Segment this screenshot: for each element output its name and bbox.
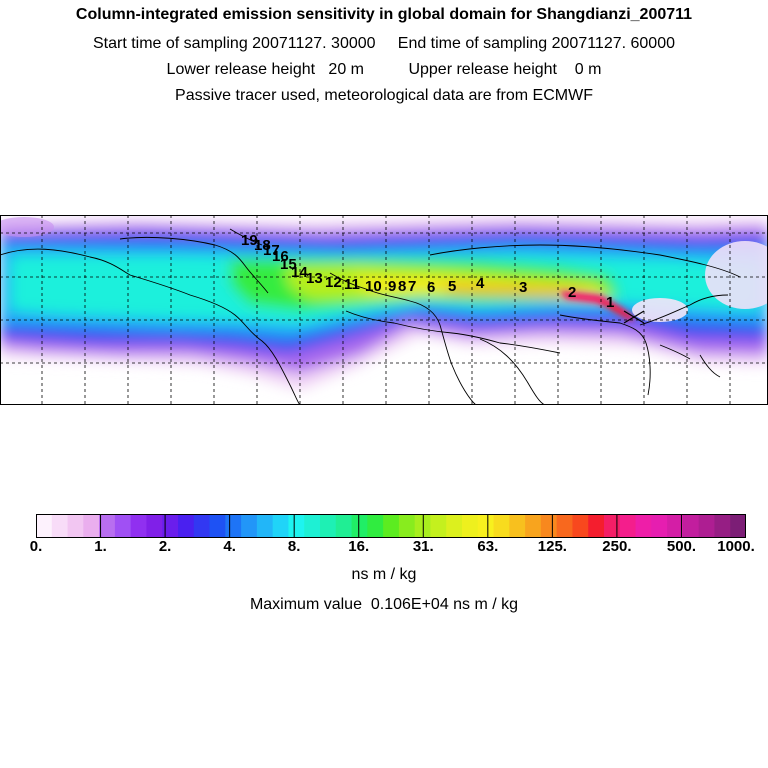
colorbar-cell	[225, 514, 242, 538]
day-label: 17	[263, 242, 280, 259]
day-label: 2	[568, 284, 576, 301]
colorbar-cell	[398, 514, 416, 538]
colorbar-cell	[67, 514, 84, 538]
coastlines	[0, 228, 741, 405]
colorbar-cell	[651, 514, 668, 538]
colorbar-tick-label: 0.	[29, 538, 43, 555]
plot-title: Column-integrated emission sensitivity i…	[75, 6, 693, 23]
day-label: 4	[476, 275, 485, 292]
colorbar-cell	[462, 514, 479, 538]
colorbar-tick-label: 125.	[537, 538, 567, 555]
colorbar-cell	[193, 514, 211, 538]
day-label: 16	[272, 248, 289, 265]
colorbar-tick-label: 500.	[666, 538, 697, 555]
colorbar-cell	[604, 514, 621, 538]
colorbar-cell	[383, 514, 400, 538]
sensitivity-field	[0, 217, 768, 390]
day-label: 19	[241, 232, 258, 249]
day-label: 9	[388, 278, 396, 295]
colorbar-cell	[241, 514, 258, 538]
colorbar-cell	[351, 514, 368, 538]
colorbar-cell	[335, 514, 353, 538]
maximum-value-text: Maximum value 0.106E+04 ns m / kg	[249, 596, 519, 613]
day-label: 3	[519, 279, 527, 296]
colorbar-cell	[698, 514, 716, 538]
colorbar-cell	[430, 514, 447, 538]
colorbar-cell	[730, 514, 746, 538]
colorbar-tick-label: 31.	[412, 538, 434, 555]
colorbar-cell	[288, 514, 305, 538]
day-label: 18	[254, 237, 271, 254]
colorbar-tick-label: 8.	[287, 538, 301, 555]
day-label: 5	[448, 278, 456, 295]
colorbar-tick-label: 63.	[477, 538, 499, 555]
day-label: 11	[344, 276, 360, 293]
colorbar-cell	[36, 514, 53, 538]
colorbar-tick-label: 1.	[94, 538, 107, 555]
emission-sensitivity-map: 1 2 3 4 5 6 7 8 9 10 11 12 13 14 15 16 1…	[0, 215, 768, 405]
colorbar-cell	[682, 514, 700, 538]
release-height-text: Lower release height 20 m Upper release …	[166, 61, 602, 78]
colorbar-cell	[556, 514, 574, 538]
colorbar-cell	[209, 514, 226, 538]
day-label: 1	[606, 294, 614, 311]
colorbar-cell	[114, 514, 132, 538]
day-label: 8	[398, 278, 406, 295]
colorbar-cell	[367, 514, 384, 538]
colorbar-tick-label: 250.	[602, 538, 632, 555]
day-label: 13	[306, 270, 323, 287]
day-label: 7	[408, 278, 416, 295]
day-label: 6	[427, 279, 435, 296]
day-label: 10	[365, 278, 382, 295]
colorbar-cell	[162, 514, 179, 538]
colorbar-tick-label: 4.	[223, 538, 236, 555]
lat-lon-grid	[0, 215, 768, 405]
colorbar-cell	[146, 514, 163, 538]
colorbar-cell	[619, 514, 637, 538]
tracer-info-text: Passive tracer used, meteorological data…	[175, 87, 593, 104]
day-label: 14	[291, 264, 308, 281]
day-label: 12	[325, 274, 342, 291]
colorbar-units: ns m / kg	[351, 566, 417, 583]
colorbar-cell	[130, 514, 148, 538]
colorbar-cell	[509, 514, 526, 538]
colorbar-tick-label: 16.	[348, 538, 370, 555]
colorbar-cell	[572, 514, 589, 538]
colorbar-cell	[714, 514, 731, 538]
colorbar-cell	[667, 514, 684, 538]
colorbar-cell	[99, 514, 116, 538]
colorbar-cell	[446, 514, 463, 538]
colorbar-tick-label: 2.	[158, 538, 172, 555]
colorbar-cell	[51, 514, 69, 538]
colorbar-cell	[635, 514, 652, 538]
colorbar-cell	[540, 514, 558, 538]
colorbar-cell	[272, 514, 290, 538]
sampling-time-text: Start time of sampling 20071127. 30000 E…	[92, 35, 675, 52]
colorbar-cell	[304, 514, 321, 538]
day-label: 15	[280, 256, 297, 273]
colorbar-cell	[477, 514, 495, 538]
colorbar-cell	[178, 514, 195, 538]
colorbar-cell	[320, 514, 337, 538]
colorbar-cell	[588, 514, 605, 538]
colorbar-tick-label: 1000.	[717, 538, 755, 555]
colorbar-cell	[256, 514, 274, 538]
release-site-marker	[623, 310, 645, 324]
colorbar-cell	[525, 514, 542, 538]
colorbar	[36, 514, 746, 538]
colorbar-frame	[36, 514, 746, 538]
colorbar-cell	[83, 514, 100, 538]
colorbar-cell	[493, 514, 510, 538]
